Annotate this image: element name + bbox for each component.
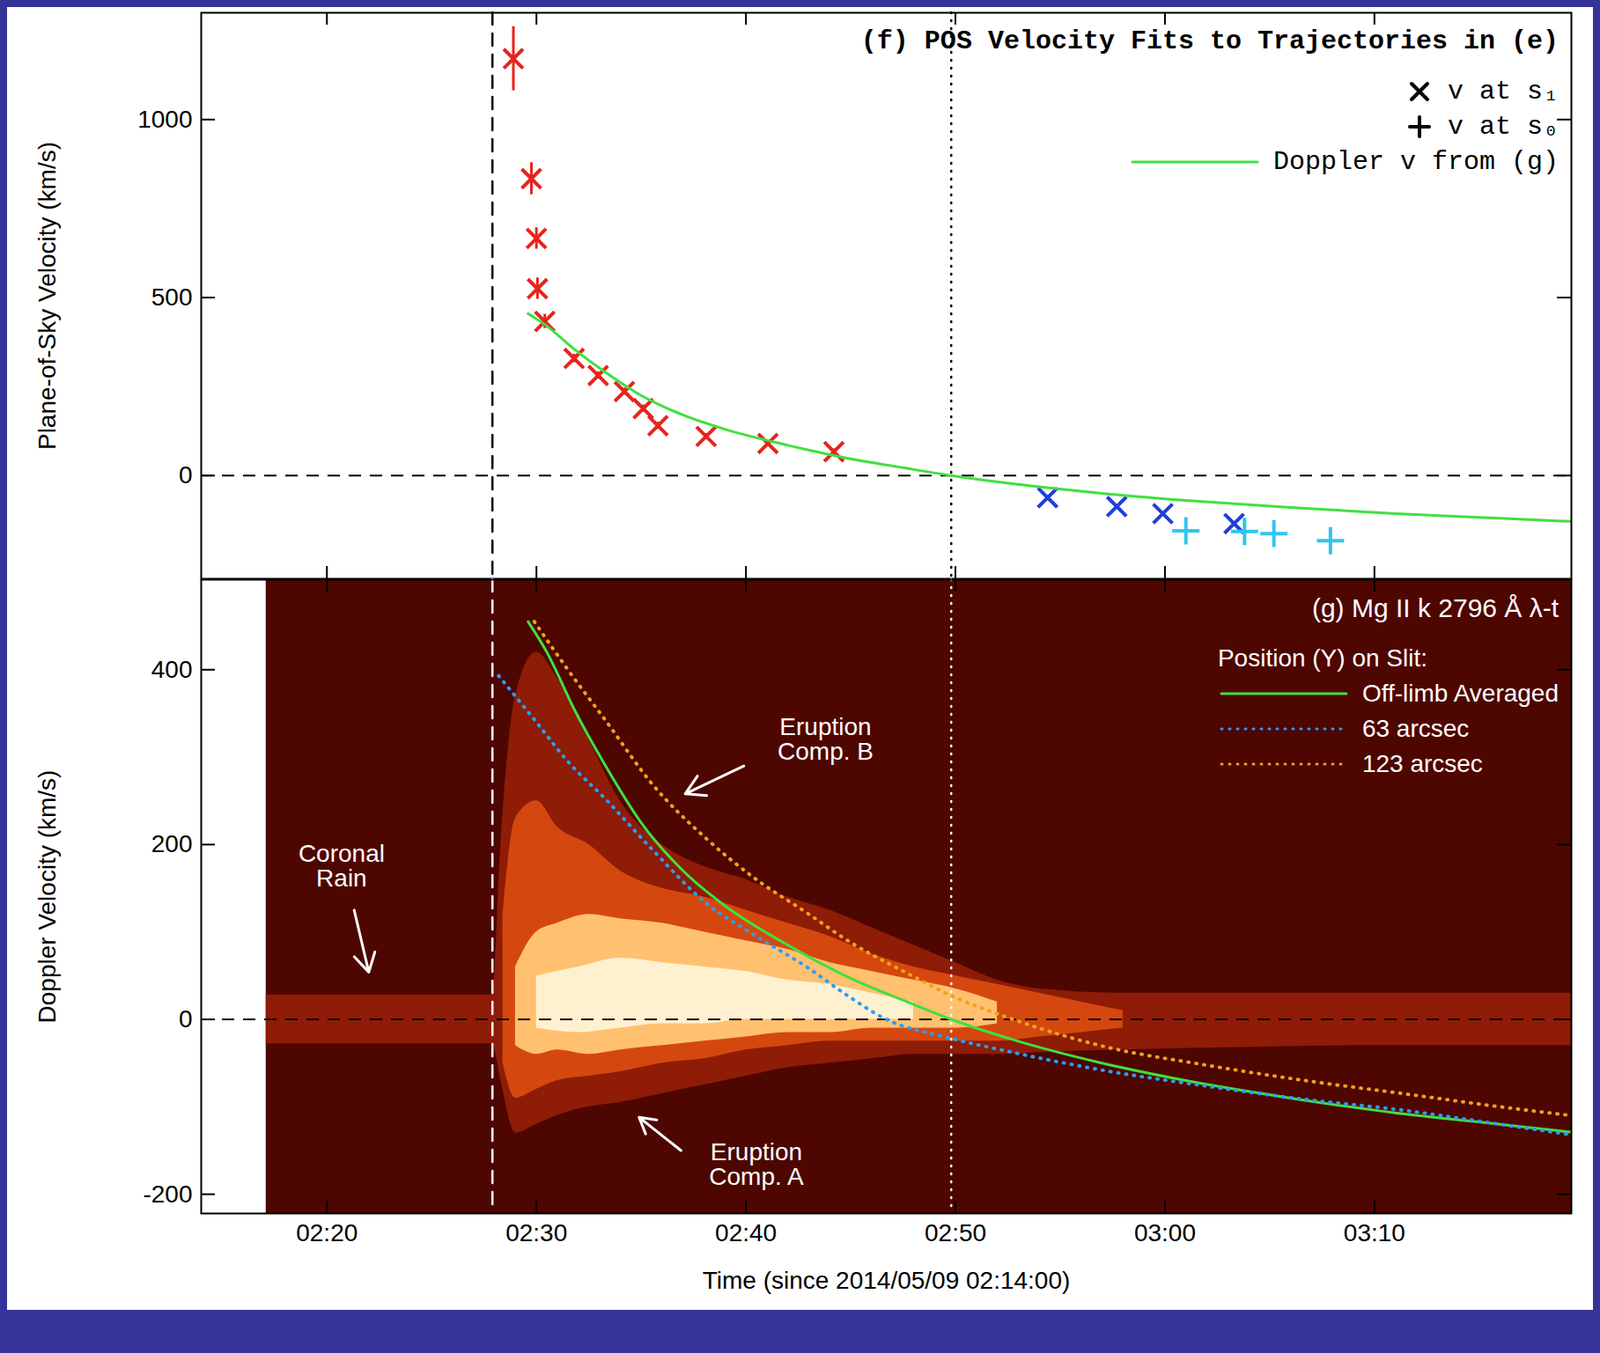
html-text:Position (Y) on Slit:: Position (Y) on Slit:	[1217, 644, 1428, 672]
html-text:Doppler v from (g): Doppler v from (g)	[1273, 147, 1559, 177]
svg-text:500: 500	[151, 283, 193, 311]
svg-text:Doppler Velocity (km/s): Doppler Velocity (km/s)	[33, 770, 61, 1025]
svg-text:Plane-of-Sky Velocity (km/s): Plane-of-Sky Velocity (km/s)	[33, 141, 61, 450]
html-text:63 arcsec: 63 arcsec	[1362, 715, 1470, 743]
svg-text:400: 400	[151, 656, 193, 684]
svg-text:EruptionComp. B: EruptionComp. B	[777, 713, 874, 766]
svg-text:0: 0	[178, 1005, 193, 1033]
html-text:v at s₀: v at s₀	[1447, 111, 1559, 142]
html-text:123 arcsec: 123 arcsec	[1362, 750, 1483, 778]
html-text:(g) Mg II k 2796 Å λ-t: (g) Mg II k 2796 Å λ-t	[1311, 593, 1559, 623]
svg-text:02:20: 02:20	[295, 1219, 358, 1247]
svg-text:CoronalRain: CoronalRain	[298, 840, 385, 893]
html-text:v at s₁: v at s₁	[1447, 76, 1559, 107]
svg-text:02:50: 02:50	[924, 1219, 987, 1247]
html-text:Off-limb Averaged: Off-limb Averaged	[1362, 679, 1559, 708]
svg-text:Time (since 2014/05/09 02:14:0: Time (since 2014/05/09 02:14:00)	[702, 1267, 1071, 1295]
svg-text:03:10: 03:10	[1343, 1219, 1406, 1247]
svg-text:-200: -200	[142, 1180, 192, 1209]
svg-text:0: 0	[178, 461, 193, 489]
svg-text:200: 200	[151, 830, 193, 858]
html-text:(f) POS Velocity Fits to Traje: (f) POS Velocity Fits to Trajectories in…	[861, 26, 1559, 57]
svg-text:1000: 1000	[137, 105, 192, 133]
svg-text:02:40: 02:40	[715, 1219, 777, 1247]
svg-text:03:00: 03:00	[1134, 1219, 1196, 1247]
svg-text:EruptionComp. A: EruptionComp. A	[708, 1138, 804, 1191]
svg-text:02:30: 02:30	[505, 1219, 568, 1247]
